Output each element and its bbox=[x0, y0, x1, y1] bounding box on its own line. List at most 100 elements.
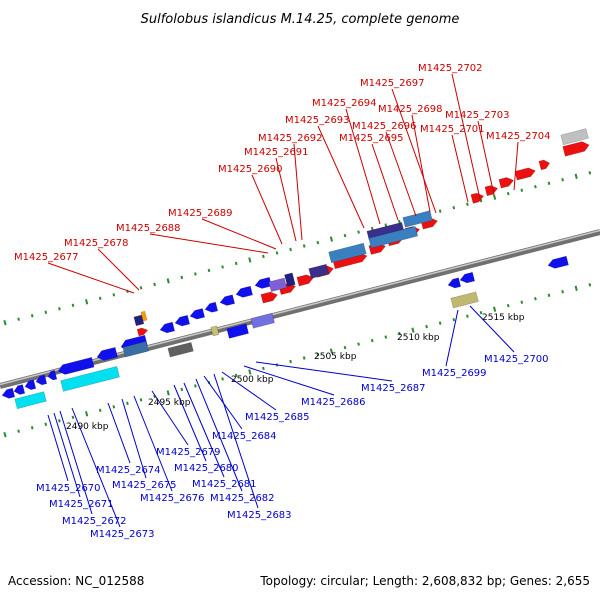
tick-mark bbox=[384, 223, 388, 227]
callout-line bbox=[513, 141, 519, 191]
gene-arrow bbox=[35, 374, 48, 386]
kbp-label: 2490 kbp bbox=[66, 422, 109, 432]
tick-mark bbox=[588, 171, 592, 175]
gene-label: M1425_2674 bbox=[96, 465, 161, 476]
gene-arrow bbox=[268, 277, 288, 292]
gene-label: M1425_2697 bbox=[360, 78, 425, 89]
callout-line bbox=[391, 88, 437, 214]
gene-arrow bbox=[57, 356, 95, 375]
tick-mark bbox=[17, 429, 20, 433]
callout-line bbox=[477, 120, 495, 196]
tick-mark bbox=[302, 244, 306, 248]
tick-mark bbox=[343, 345, 347, 350]
tick-mark bbox=[493, 306, 497, 312]
callout-line bbox=[317, 125, 365, 229]
tick-mark bbox=[452, 205, 456, 210]
gene-label: M1425_2677 bbox=[14, 252, 79, 263]
gene-label: M1425_2687 bbox=[361, 383, 426, 394]
callout-line bbox=[469, 305, 515, 353]
tick-mark bbox=[234, 373, 238, 378]
gene-arrow bbox=[484, 185, 499, 197]
tick-mark bbox=[139, 398, 143, 402]
tick-mark bbox=[3, 320, 7, 326]
genome-summary-text: Topology: circular; Length: 2,608,832 bp… bbox=[260, 574, 590, 588]
tick-mark bbox=[452, 317, 456, 322]
tick-mark bbox=[329, 348, 333, 354]
callout-line bbox=[133, 395, 173, 492]
tick-mark bbox=[547, 293, 551, 297]
callout-line bbox=[451, 73, 481, 200]
gene-label: M1425_2702 bbox=[418, 63, 483, 74]
tick-mark bbox=[316, 352, 320, 357]
tick-mark bbox=[58, 307, 61, 311]
gene-arrow bbox=[24, 379, 37, 391]
callout-line bbox=[275, 157, 297, 242]
gene-arrow bbox=[47, 369, 58, 381]
tick-mark bbox=[58, 419, 61, 423]
gene-arrow bbox=[174, 314, 191, 327]
gene-arrow bbox=[140, 310, 148, 322]
tick-mark bbox=[370, 338, 374, 343]
gene-label: M1425_2679 bbox=[156, 447, 221, 458]
backbone bbox=[0, 229, 600, 389]
tick-mark bbox=[398, 331, 401, 336]
gene-features bbox=[1, 128, 590, 410]
callout-line bbox=[411, 114, 431, 213]
tick-mark bbox=[221, 265, 224, 269]
tick-mark bbox=[384, 335, 388, 339]
gene-arrow bbox=[167, 341, 194, 358]
tick-mark bbox=[234, 261, 238, 266]
gene-arrow bbox=[96, 346, 118, 361]
tick-mark bbox=[289, 359, 292, 364]
gene-arrow bbox=[13, 384, 26, 395]
gene-label: M1425_2682 bbox=[210, 493, 275, 504]
tick-mark bbox=[44, 310, 48, 314]
gene-label: M1425_2673 bbox=[90, 529, 155, 540]
gene-arrow bbox=[235, 285, 253, 298]
kbp-label: 2505 kbp bbox=[314, 352, 357, 362]
tick-mark bbox=[17, 317, 20, 321]
callout-line bbox=[213, 373, 259, 509]
gene-arrow bbox=[159, 321, 176, 334]
tick-mark bbox=[588, 283, 592, 287]
tick-mark bbox=[561, 178, 564, 182]
callout-line bbox=[293, 143, 303, 241]
callout-lines bbox=[47, 73, 519, 528]
gene-label: M1425_2690 bbox=[218, 164, 283, 175]
gene-label: M1425_2689 bbox=[168, 208, 233, 219]
tick-mark bbox=[248, 257, 252, 263]
gene-label: M1425_2683 bbox=[227, 510, 292, 521]
gene-label: M1425_2703 bbox=[445, 110, 510, 121]
tick-mark bbox=[85, 299, 89, 305]
callout-line bbox=[451, 134, 469, 203]
kbp-label: 2500 kbp bbox=[231, 375, 274, 385]
gene-label: M1425_2678 bbox=[64, 238, 129, 249]
tick-mark bbox=[357, 230, 360, 234]
tick-mark bbox=[561, 290, 564, 294]
tick-mark bbox=[194, 272, 197, 276]
tick-mark bbox=[479, 310, 483, 315]
tick-mark bbox=[153, 282, 156, 287]
map-title: Sulfolobus islandicus M.14.25, complete … bbox=[141, 12, 460, 27]
tick-mark bbox=[506, 192, 510, 196]
callout-line bbox=[173, 384, 207, 462]
gene-arrow bbox=[260, 291, 278, 304]
callout-line bbox=[97, 248, 140, 291]
kbp-label: 2510 kbp bbox=[397, 333, 440, 343]
gene-arrow bbox=[250, 312, 275, 329]
gene-label: M1425_2688 bbox=[116, 223, 181, 234]
gene-label: M1425_2698 bbox=[378, 104, 443, 115]
tick-mark bbox=[493, 194, 497, 200]
tick-mark bbox=[98, 296, 102, 301]
gene-arrow bbox=[14, 391, 47, 410]
gene-arrow bbox=[1, 387, 16, 399]
gene-arrow bbox=[60, 366, 120, 392]
callout-line bbox=[385, 131, 417, 217]
gene-arrow bbox=[210, 325, 220, 337]
tick-mark bbox=[343, 233, 347, 238]
kbp-label: 2495 kbp bbox=[148, 398, 191, 408]
gene-label: M1425_2686 bbox=[301, 397, 366, 408]
gene-arrow bbox=[498, 177, 515, 189]
gene-arrow bbox=[450, 291, 479, 309]
tick-mark bbox=[30, 426, 34, 430]
